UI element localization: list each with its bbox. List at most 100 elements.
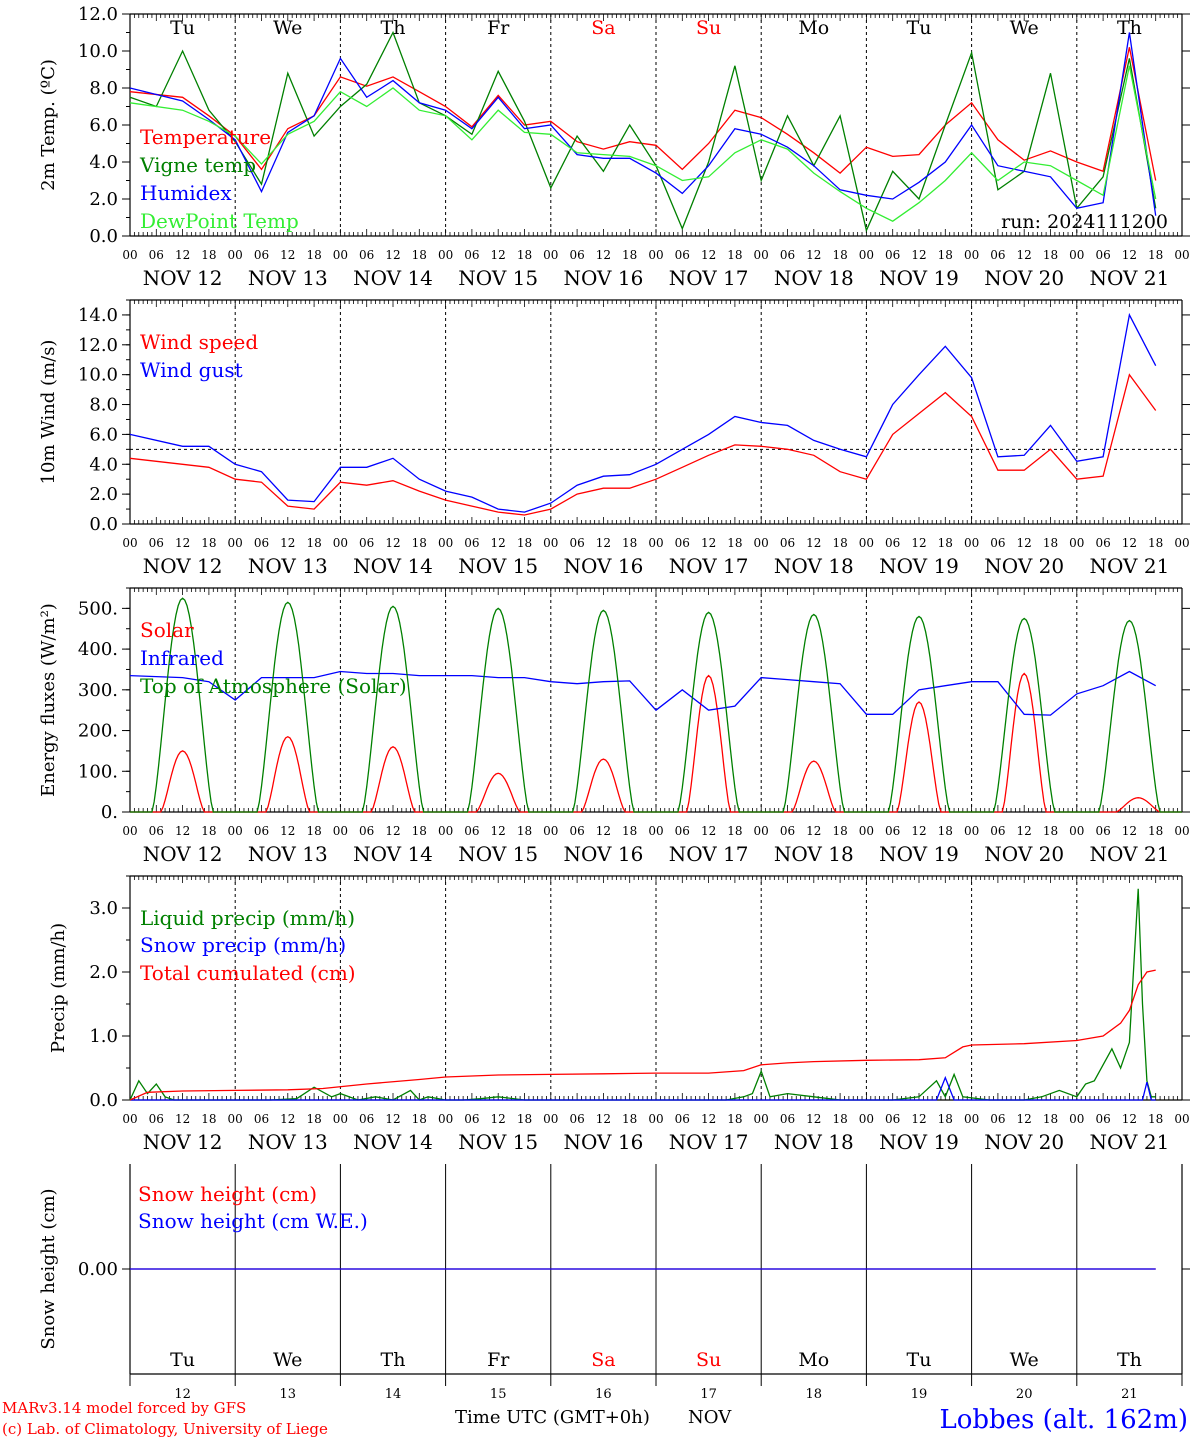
y-tick-label: 14.0 (78, 305, 118, 326)
hour-label: 06 (675, 248, 690, 262)
date-label: NOV 13 (248, 842, 328, 866)
legend-entry: Liquid precip (mm/h) (140, 906, 355, 930)
station-label: Lobbes (alt. 162m) (939, 1405, 1188, 1435)
hour-label: 18 (517, 536, 532, 550)
day-name: Th (1117, 17, 1142, 39)
hour-label: 12 (911, 824, 926, 838)
legend-entry: Wind speed (140, 330, 258, 354)
day-number: 13 (280, 1387, 297, 1402)
hour-label: 18 (201, 536, 216, 550)
series-line (129, 312, 1157, 513)
hour-label: 18 (306, 248, 321, 262)
month-label: NOV (688, 1407, 732, 1428)
day-number: 21 (1121, 1387, 1138, 1402)
date-label: NOV 21 (1090, 842, 1170, 866)
y-tick-label: 100. (78, 761, 118, 782)
day-name: We (1010, 1349, 1039, 1371)
date-label: NOV 16 (564, 554, 644, 578)
hour-label: 06 (1095, 536, 1110, 550)
hour-label: 06 (990, 248, 1005, 262)
hour-label: 12 (175, 1112, 190, 1126)
date-label: NOV 20 (984, 554, 1064, 578)
series-line (129, 47, 1157, 181)
hour-label: 18 (622, 248, 637, 262)
hour-label: 06 (675, 824, 690, 838)
hour-label: 06 (464, 824, 479, 838)
hour-label: 06 (990, 1112, 1005, 1126)
hour-label: 00 (333, 248, 348, 262)
hour-label: 18 (832, 536, 847, 550)
legend-entry: Top of Atmosphere (Solar) (140, 674, 407, 698)
hour-label: 18 (517, 248, 532, 262)
hour-label: 12 (491, 248, 506, 262)
day-name: Th (1117, 1349, 1142, 1371)
hour-label: 06 (780, 824, 795, 838)
hour-label: 06 (464, 536, 479, 550)
hour-label: 00 (1174, 536, 1189, 550)
hour-label: 12 (1017, 248, 1032, 262)
day-number: 15 (490, 1387, 507, 1402)
day-name: Su (696, 1349, 721, 1371)
hour-label: 18 (306, 536, 321, 550)
hour-label: 06 (885, 248, 900, 262)
hour-label: 06 (359, 248, 374, 262)
hour-label: 12 (701, 1112, 716, 1126)
date-label: NOV 12 (143, 1130, 223, 1154)
hour-label: 12 (806, 824, 821, 838)
legend-entry: Solar (140, 618, 194, 642)
hour-label: 18 (938, 1112, 953, 1126)
hour-label: 18 (201, 824, 216, 838)
date-label: NOV 13 (248, 554, 328, 578)
hour-label: 12 (701, 536, 716, 550)
hour-label: 18 (622, 824, 637, 838)
hour-label: 12 (280, 824, 295, 838)
date-label: NOV 16 (564, 1130, 644, 1154)
hour-label: 18 (832, 1112, 847, 1126)
series-line (130, 597, 1182, 813)
hour-label: 06 (1095, 824, 1110, 838)
hour-label: 06 (569, 1112, 584, 1126)
hour-label: 18 (201, 1112, 216, 1126)
date-label: NOV 15 (458, 554, 538, 578)
time-axis-label: Time UTC (GMT+0h) (455, 1407, 650, 1428)
y-tick-label: 2.0 (89, 484, 118, 505)
day-name: Tu (170, 17, 195, 39)
series-line (129, 373, 1157, 516)
hour-label: 00 (859, 536, 874, 550)
y-tick-label: 3.0 (89, 898, 118, 919)
hour-label: 18 (201, 248, 216, 262)
hour-label: 00 (964, 824, 979, 838)
hour-label: 12 (911, 536, 926, 550)
hour-label: 00 (333, 824, 348, 838)
hour-label: 06 (780, 1112, 795, 1126)
hour-label: 00 (1174, 1112, 1189, 1126)
hour-label: 18 (1043, 248, 1058, 262)
date-label: NOV 21 (1090, 554, 1170, 578)
legend-entry: Vigne temp (139, 153, 256, 177)
date-label: NOV 17 (669, 842, 749, 866)
y-tick-label: 12.0 (78, 4, 118, 25)
hour-label: 00 (648, 1112, 663, 1126)
hour-label: 00 (648, 248, 663, 262)
date-label: NOV 17 (669, 554, 749, 578)
hour-label: 12 (385, 824, 400, 838)
hour-label: 00 (543, 1112, 558, 1126)
hour-label: 00 (122, 1112, 137, 1126)
date-label: NOV 14 (353, 266, 433, 290)
hour-label: 18 (727, 1112, 742, 1126)
hour-label: 12 (596, 248, 611, 262)
day-name: Tu (907, 1349, 932, 1371)
legend-entry: DewPoint Temp (140, 209, 299, 233)
hour-label: 18 (832, 824, 847, 838)
series-line (129, 670, 1157, 716)
y-tick-label: 6.0 (89, 424, 118, 445)
y-tick-label: 0.00 (78, 1259, 118, 1280)
date-label: NOV 14 (353, 554, 433, 578)
hour-label: 18 (1148, 536, 1163, 550)
legend-entry: Wind gust (140, 358, 243, 382)
date-label: NOV 19 (879, 1130, 959, 1154)
hour-label: 18 (938, 536, 953, 550)
hour-label: 12 (1017, 536, 1032, 550)
hour-label: 12 (596, 536, 611, 550)
day-name: We (1010, 17, 1039, 39)
